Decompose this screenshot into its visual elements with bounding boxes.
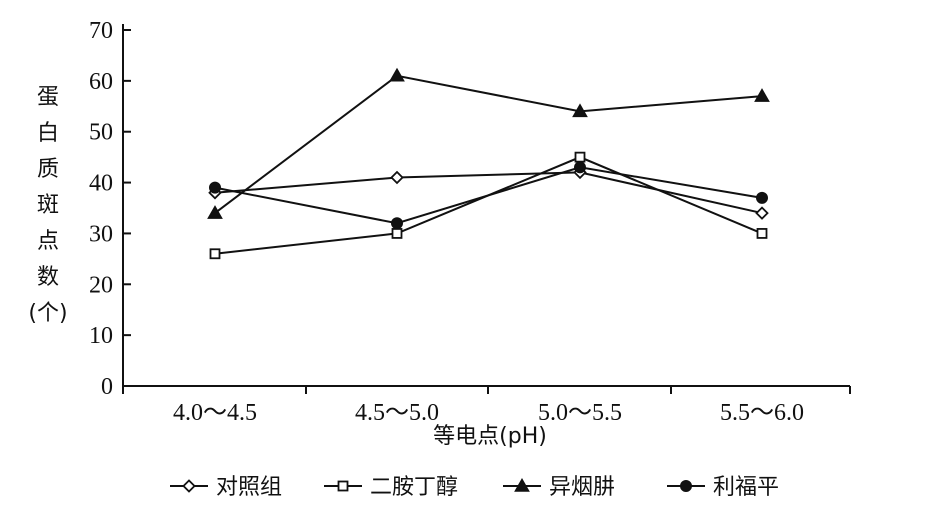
data-point-2 xyxy=(756,228,768,239)
data-point-4 xyxy=(391,217,403,230)
y-tick-label: 50 xyxy=(89,120,113,146)
series-line-4 xyxy=(214,166,763,225)
x-tick-label: 4.5～5.0 xyxy=(355,400,439,426)
data-point-2 xyxy=(391,228,403,239)
x-tick-label: 5.0～5.5 xyxy=(538,400,622,426)
legend-marker xyxy=(182,479,196,493)
y-axis: 0 10 20 30 40 50 60 70 xyxy=(89,18,131,400)
x-tick-label: 5.5～6.0 xyxy=(720,400,804,426)
y-axis-title-char: 数 xyxy=(37,265,59,290)
y-axis-title-char: 斑 xyxy=(37,193,59,218)
y-tick-label: 30 xyxy=(89,221,113,247)
legend-marker xyxy=(337,480,349,492)
series-line-2 xyxy=(214,156,763,255)
data-point-1 xyxy=(390,170,404,185)
series-line-3 xyxy=(214,74,763,214)
data-point-1 xyxy=(755,206,769,220)
legend-label: 异烟肼 xyxy=(549,475,615,500)
y-axis-title-char: 白 xyxy=(37,121,59,146)
series-line-1 xyxy=(214,171,763,215)
data-point-3 xyxy=(572,103,588,118)
y-tick-label: 60 xyxy=(89,69,113,95)
y-axis-title-char: 质 xyxy=(37,157,59,182)
y-tick-label: 0 xyxy=(101,374,113,400)
x-axis-title: 等电点(pH) xyxy=(433,424,547,449)
legend-marker xyxy=(514,477,530,492)
y-tick-label: 20 xyxy=(89,272,113,298)
series-lines xyxy=(214,74,763,255)
data-point-4 xyxy=(209,181,221,194)
x-axis: 4.0～4.5 4.5～5.0 5.0～5.5 5.5～6.0 xyxy=(122,385,851,426)
series-markers xyxy=(207,67,770,260)
y-axis-title-char: 点 xyxy=(37,229,59,254)
legend-marker xyxy=(680,480,692,492)
y-tick-label: 70 xyxy=(89,18,113,44)
data-point-3 xyxy=(389,67,405,82)
legend-label: 利福平 xyxy=(713,475,779,500)
y-axis-title-char: 蛋 xyxy=(37,85,59,110)
data-point-3 xyxy=(207,205,223,219)
legend: 对照组 二胺丁醇 异烟肼 利福平 xyxy=(170,475,779,500)
legend-label: 二胺丁醇 xyxy=(370,475,458,500)
data-point-2 xyxy=(574,151,586,163)
data-point-4 xyxy=(574,161,586,174)
y-tick-label: 10 xyxy=(89,323,113,349)
legend-label: 对照组 xyxy=(216,475,282,500)
y-tick-label: 40 xyxy=(89,171,113,197)
data-point-2 xyxy=(209,248,221,260)
x-tick-label: 4.0～4.5 xyxy=(173,400,257,426)
y-axis-title-char: (个) xyxy=(28,301,67,326)
data-point-3 xyxy=(754,88,770,102)
data-point-4 xyxy=(756,191,768,204)
